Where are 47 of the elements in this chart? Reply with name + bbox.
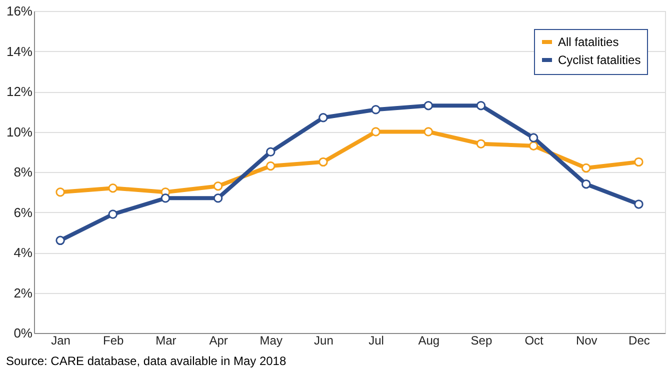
point [371,127,380,136]
x-tick-label: Nov [576,334,598,348]
point [318,157,328,167]
x-tick-label: Apr [209,334,228,348]
x-tick-label: Feb [103,334,124,348]
point [108,183,118,193]
point [160,194,170,203]
point [213,194,223,203]
y-tick-label: 4% [14,245,33,260]
y-tick-label: 0% [14,326,33,340]
x-tick-label: Mar [156,334,176,348]
point [318,113,328,122]
x-tick-label: May [260,334,282,348]
point [56,188,65,197]
y-tick-label: 12% [6,84,33,99]
x-tick-label: Jul [368,334,384,348]
x-tick-label: Dec [628,334,650,348]
legend-label: Cyclist fatalities [558,53,641,67]
y-tick-label: 14% [6,44,33,59]
y-tick-label: 6% [14,204,33,220]
point [634,157,644,167]
point [56,236,65,246]
point [476,139,486,148]
legend-label: All fatalities [558,35,619,49]
point [266,161,276,171]
point [108,210,118,219]
y-tick-label: 2% [14,285,33,300]
x-tick-label: Oct [524,334,544,348]
x-tick-label: Sep [470,334,492,348]
point [528,141,538,150]
y-tick-label: 8% [14,164,33,180]
point [476,100,486,110]
y-tick-label: 10% [6,124,33,140]
point [371,104,380,114]
point [634,200,644,209]
point [528,133,538,142]
y-tick-label: 16% [6,4,33,18]
point [582,163,591,173]
point [582,179,591,189]
x-tick-label: Aug [418,334,440,348]
point [213,181,223,191]
source-note: Source: CARE database, data available in May 2018 [6,354,286,368]
point [424,127,433,136]
x-tick-label: Jan [51,334,70,348]
x-tick-label: Jun [314,334,334,348]
point [266,147,276,156]
point [424,100,433,110]
